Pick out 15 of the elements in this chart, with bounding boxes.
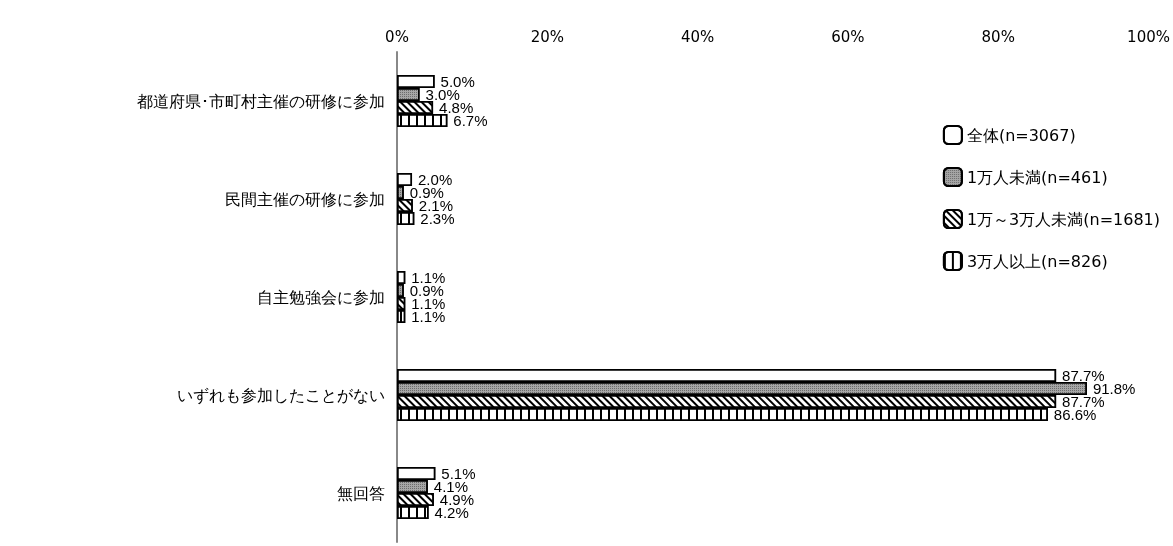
x-tick-label: 40%	[680, 27, 715, 46]
legend-label: 1万人未満(n=461)	[966, 167, 1108, 187]
legend-label: 全体(n=3067)	[966, 125, 1076, 145]
y-tick-label: いずれも参加したことがない	[177, 385, 385, 405]
y-tick-label: 無回答	[337, 483, 385, 503]
legend-label: 3万人以上(n=826)	[966, 251, 1108, 271]
x-tick-label: 80%	[981, 27, 1015, 46]
x-tick-label: 100%	[1127, 27, 1170, 46]
x-tick-label: 0%	[385, 27, 409, 46]
y-tick-label: 都道府県･市町村主催の研修に参加	[137, 91, 385, 111]
y-tick-label: 民間主催の研修に参加	[225, 189, 385, 209]
legend-label: 1万～3万人未満(n=1681)	[966, 209, 1160, 229]
y-tick-label: 自主勉強会に参加	[257, 287, 385, 307]
x-tick-label: 60%	[831, 27, 865, 46]
x-tick-label: 20%	[530, 27, 564, 46]
